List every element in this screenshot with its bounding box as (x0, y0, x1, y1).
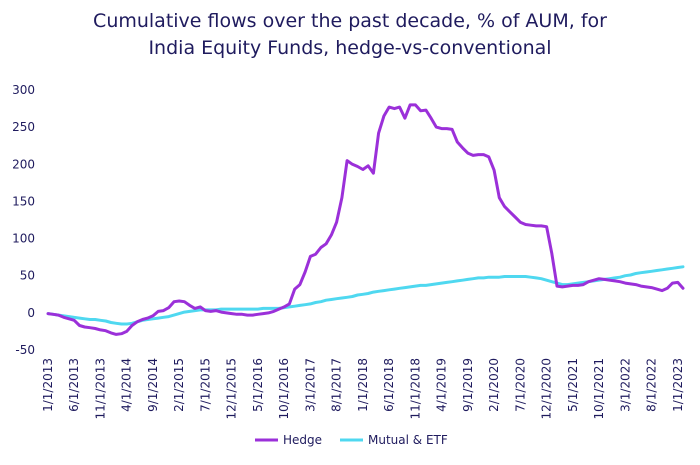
x-tick-label: 12/1/2020 (540, 358, 554, 420)
y-tick-label: 200 (12, 157, 35, 171)
x-tick-label: 6/1/2018 (382, 358, 396, 412)
x-tick-label: 2/1/2020 (487, 358, 501, 412)
y-tick-label: -50 (15, 343, 35, 357)
x-tick-label: 9/1/2019 (461, 358, 475, 412)
x-tick-label: 7/1/2015 (198, 358, 212, 412)
x-tick-label: 4/1/2014 (120, 358, 134, 412)
x-axis-ticks: 1/1/2013 6/1/2013 11/1/2013 4/1/2014 9/1/201… (41, 358, 685, 420)
x-tick-label: 10/1/2021 (592, 358, 606, 420)
x-tick-label: 3/1/2022 (618, 358, 632, 412)
x-tick-label: 9/1/2014 (146, 358, 160, 412)
y-tick-label: 100 (12, 232, 35, 246)
x-tick-label: 3/1/2017 (303, 358, 317, 412)
x-tick-label: 4/1/2019 (435, 358, 449, 412)
y-axis-ticks: 300 250 200 150 100 50 0 -50 (12, 83, 35, 357)
x-tick-label: 6/1/2013 (67, 358, 81, 412)
y-tick-label: 300 (12, 83, 35, 97)
x-tick-label: 8/1/2017 (330, 358, 344, 412)
x-tick-label: 12/1/2015 (225, 358, 239, 420)
chart-title-line-1: Cumulative flows over the past decade, %… (93, 10, 607, 32)
legend-label-hedge: Hedge (283, 433, 322, 447)
series-lines (46, 103, 685, 336)
x-tick-label: 11/1/2018 (408, 358, 422, 420)
y-tick-label: 150 (12, 194, 35, 208)
series-line-hedge (46, 103, 685, 336)
legend: Hedge Mutual & ETF (255, 433, 448, 447)
series-line-mutual-etf (46, 265, 685, 326)
x-tick-label: 10/1/2016 (277, 358, 291, 420)
x-tick-label: 1/1/2013 (41, 358, 55, 412)
y-tick-label: 50 (20, 269, 35, 283)
x-tick-label: 5/1/2016 (251, 358, 265, 412)
x-tick-label: 1/1/2023 (671, 358, 685, 412)
x-tick-label: 2/1/2015 (172, 358, 186, 412)
x-tick-label: 5/1/2021 (566, 358, 580, 412)
x-tick-label: 1/1/2018 (356, 358, 370, 412)
y-tick-label: 250 (12, 120, 35, 134)
x-tick-label: 11/1/2013 (93, 358, 107, 420)
chart-title: Cumulative flows over the past decade, %… (0, 8, 700, 62)
legend-label-mutual-etf: Mutual & ETF (368, 433, 448, 447)
x-tick-label: 7/1/2020 (513, 358, 527, 412)
y-tick-label: 0 (27, 306, 35, 320)
chart-title-line-2: India Equity Funds, hedge-vs-conventiona… (148, 37, 552, 59)
x-tick-label: 8/1/2022 (645, 358, 659, 412)
